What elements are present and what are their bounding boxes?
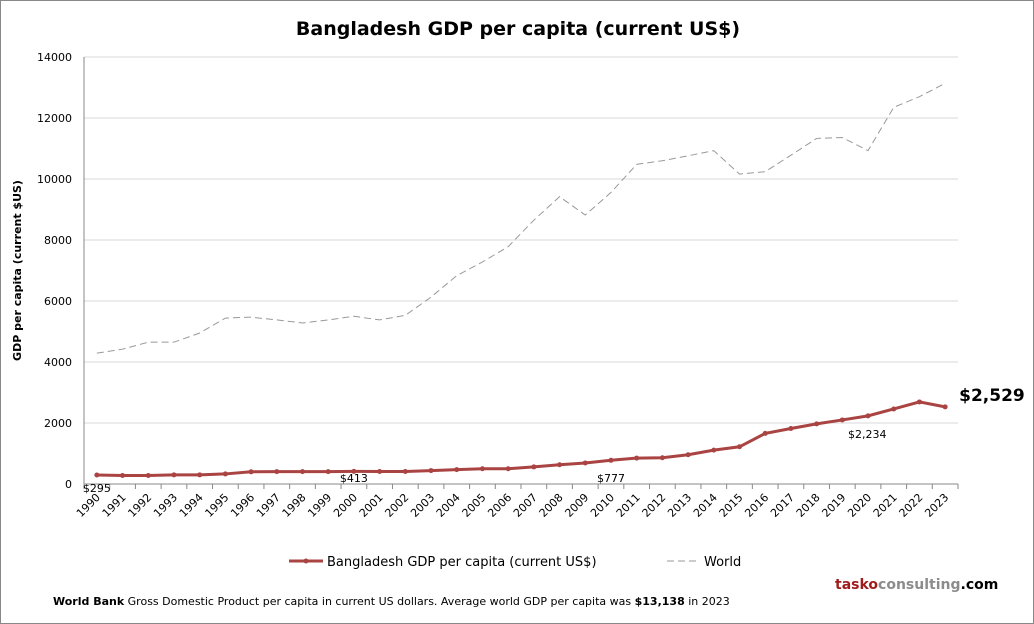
- x-tick-label: 2004: [434, 491, 463, 520]
- data-point: [711, 447, 717, 453]
- data-point: [942, 404, 948, 410]
- x-tick-label: 2005: [460, 491, 489, 520]
- data-point: [531, 464, 537, 470]
- data-label: $413: [340, 472, 368, 485]
- y-tick-label: 0: [65, 478, 72, 491]
- y-tick-label: 4000: [44, 356, 72, 369]
- data-point: [145, 472, 151, 478]
- x-tick-label: 2008: [537, 491, 566, 520]
- x-tick-label: 2006: [485, 491, 514, 520]
- data-point: [916, 399, 922, 405]
- data-point: [582, 460, 588, 466]
- data-point: [454, 467, 460, 473]
- y-tick-label: 6000: [44, 295, 72, 308]
- x-tick-label: 2000: [331, 491, 360, 520]
- data-point: [814, 421, 820, 427]
- data-point: [737, 444, 742, 450]
- x-tick-label: 1997: [254, 491, 283, 520]
- data-label: $2,234: [848, 428, 887, 441]
- data-point: [402, 468, 408, 474]
- x-tick-label: 2011: [614, 491, 643, 520]
- x-tick-label: 1990: [74, 491, 103, 520]
- series-line-world: [96, 82, 946, 354]
- data-point: [377, 468, 383, 474]
- x-tick-label: 2014: [691, 491, 720, 520]
- y-axis-label: GDP per capita (current $US): [11, 180, 24, 361]
- brand-part3: .com: [960, 577, 999, 593]
- x-tick-label: 2002: [382, 491, 411, 520]
- legend-label-world: World: [704, 555, 741, 570]
- x-tick-label: 2021: [871, 491, 900, 520]
- data-point: [274, 469, 280, 475]
- data-point: [300, 469, 305, 475]
- data-point: [505, 466, 511, 472]
- y-tick-label: 8000: [44, 234, 72, 247]
- x-tick-label: 2023: [922, 491, 951, 520]
- brand-logo: taskoconsulting.com: [835, 577, 998, 593]
- legend-marker: [303, 558, 309, 564]
- footer-text: Gross Domestic Product per capita in cur…: [124, 595, 635, 608]
- data-point: [479, 466, 485, 472]
- x-tick-label: 2003: [408, 491, 437, 520]
- x-tick-label: 2013: [665, 491, 694, 520]
- data-point: [197, 472, 203, 478]
- data-point: [351, 468, 357, 474]
- series-line-bangladesh: [96, 400, 946, 477]
- x-tick-label: 1992: [125, 491, 154, 520]
- brand-part2: consulting: [878, 577, 961, 593]
- x-tick-label: 2015: [717, 491, 746, 520]
- x-tick-label: 2022: [897, 491, 926, 520]
- brand-part1: tasko: [835, 577, 879, 593]
- x-tick-label: 1999: [305, 491, 334, 520]
- footer-value: $13,138: [634, 595, 685, 608]
- data-point: [865, 413, 871, 419]
- data-point: [839, 417, 845, 423]
- x-tick-label: 2007: [511, 491, 540, 520]
- footer-note: World Bank Gross Domestic Product per ca…: [53, 595, 730, 608]
- y-tick-label: 12000: [37, 112, 72, 125]
- x-tick-label: 2019: [819, 491, 848, 520]
- x-tick-label: 1995: [203, 491, 232, 520]
- data-point: [171, 472, 177, 478]
- y-tick-label: 2000: [44, 417, 72, 430]
- x-tick-label: 1998: [280, 491, 309, 520]
- data-label: $2,529: [959, 386, 1025, 406]
- data-point: [685, 452, 691, 458]
- data-point: [557, 462, 563, 468]
- data-point: [788, 425, 794, 431]
- data-point: [762, 430, 768, 436]
- x-tick-label: 2001: [357, 491, 386, 520]
- x-tick-label: 1994: [177, 491, 206, 520]
- x-tick-label: 2017: [768, 491, 797, 520]
- data-point: [248, 469, 254, 475]
- y-tick-label: 10000: [37, 173, 72, 186]
- x-tick-label: 2020: [845, 491, 874, 520]
- data-point: [222, 471, 228, 477]
- data-label: $295: [83, 482, 111, 495]
- chart-title: Bangladesh GDP per capita (current US$): [296, 18, 740, 40]
- y-tick-label: 14000: [37, 51, 72, 64]
- x-tick-label: 1993: [151, 491, 180, 520]
- data-point: [634, 455, 640, 461]
- x-tick-label: 1996: [228, 491, 257, 520]
- footer-source: World Bank: [53, 595, 125, 608]
- data-point: [891, 406, 897, 412]
- x-tick-label: 2012: [640, 491, 669, 520]
- x-tick-label: 2016: [742, 491, 771, 520]
- x-tick-label: 2018: [794, 491, 823, 520]
- legend-label-bangladesh: Bangladesh GDP per capita (current US$): [327, 555, 597, 570]
- x-tick-label: 1991: [100, 491, 129, 520]
- data-point: [659, 455, 665, 461]
- data-point: [325, 469, 331, 475]
- data-point: [94, 472, 100, 478]
- x-tick-label: 2010: [588, 491, 617, 520]
- data-point: [120, 472, 126, 478]
- footer-tail: in 2023: [684, 595, 730, 608]
- data-point: [428, 468, 434, 474]
- x-tick-label: 2009: [562, 491, 591, 520]
- data-point: [608, 457, 614, 463]
- data-label: $777: [597, 472, 625, 485]
